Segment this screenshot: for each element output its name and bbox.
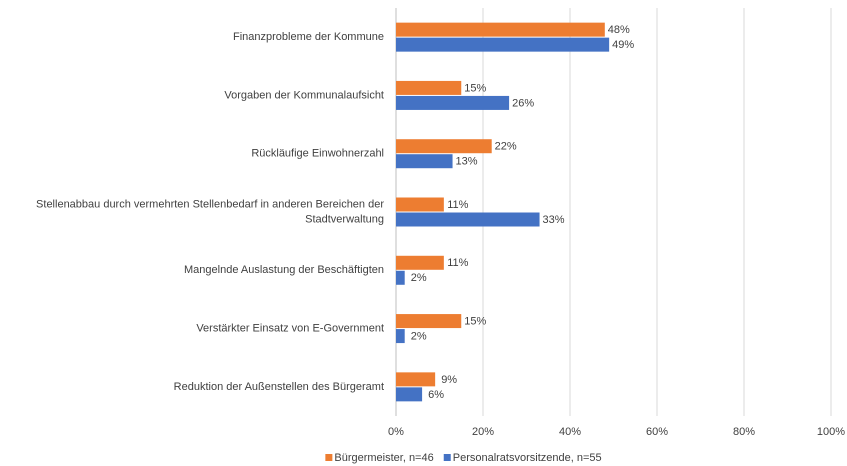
bar [396, 387, 423, 402]
value-label: 48% [608, 24, 630, 36]
legend-swatch [443, 454, 451, 461]
bar [396, 372, 436, 387]
category-label: Stellenabbau durch vermehrten Stellenbed… [36, 198, 384, 225]
bar [396, 95, 510, 110]
bar [396, 37, 610, 52]
bar [396, 270, 405, 285]
value-label: 15% [464, 82, 486, 94]
x-tick-label: 80% [733, 426, 755, 438]
value-label: 11% [447, 199, 468, 211]
value-label: 6% [428, 389, 444, 401]
category-label: Reduktion der Außenstellen des Bürgeramt [174, 381, 384, 393]
x-tick-label: 0% [388, 426, 404, 438]
bar [396, 197, 444, 212]
category-label: Finanzprobleme der Kommune [233, 31, 384, 43]
value-label: 2% [411, 330, 427, 342]
legend-swatch [325, 454, 333, 461]
value-label: 13% [456, 156, 478, 168]
bar [396, 22, 605, 37]
legend-label: Bürgermeister, n=46 [334, 452, 433, 464]
bar [396, 255, 444, 270]
value-label: 2% [411, 272, 427, 284]
category-label-line: Stadtverwaltung [305, 213, 384, 225]
value-label: 22% [495, 141, 517, 153]
category-label: Rückläufige Einwohnerzahl [251, 148, 384, 160]
value-label: 26% [512, 97, 534, 109]
category-label-line: Stellenabbau durch vermehrten Stellenbed… [36, 198, 384, 210]
x-tick-label: 40% [559, 426, 581, 438]
category-label: Vorgaben der Kommunalaufsicht [224, 89, 384, 101]
x-tick-label: 60% [646, 426, 668, 438]
bar [396, 154, 453, 169]
value-label: 11% [447, 257, 468, 269]
value-label: 15% [464, 315, 486, 327]
x-tick-label: 20% [472, 426, 494, 438]
bar [396, 139, 492, 154]
bar [396, 329, 405, 344]
value-label: 9% [441, 374, 457, 386]
value-label: 49% [612, 39, 634, 51]
category-label: Verstärkter Einsatz von E-Government [196, 322, 384, 334]
legend: Bürgermeister, n=46 Personalratsvorsitzen… [325, 452, 602, 464]
category-label: Mangelnde Auslastung der Beschäftigten [184, 264, 384, 276]
bar [396, 212, 540, 227]
bar [396, 80, 462, 95]
value-label: 33% [543, 214, 565, 226]
bar [396, 314, 462, 329]
legend-label: Personalratsvorsitzende, n=55 [453, 452, 602, 464]
x-tick-label: 100% [817, 426, 845, 438]
